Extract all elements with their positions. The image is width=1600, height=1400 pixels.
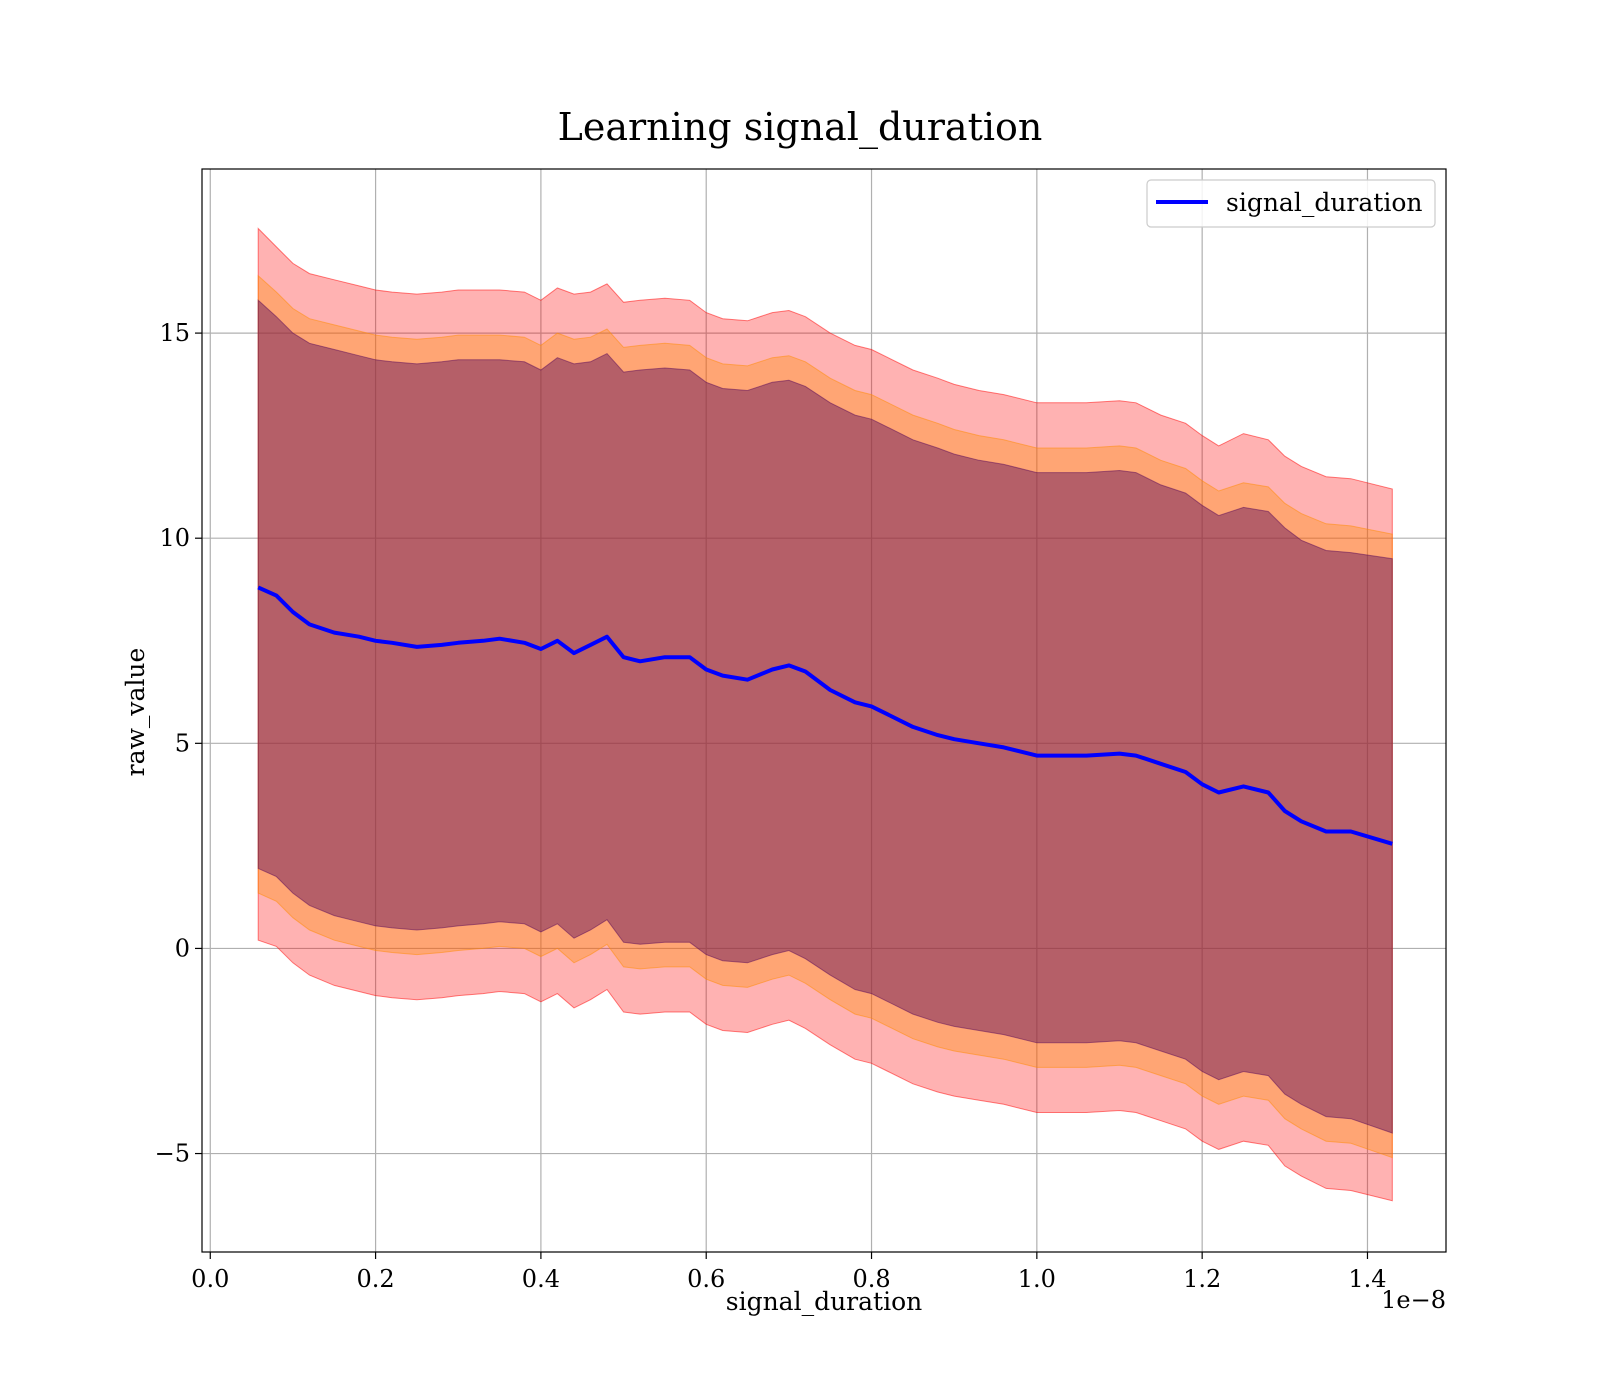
y-tick-label: 10 bbox=[159, 524, 190, 552]
band-inner bbox=[257, 299, 1393, 1134]
axes-frame bbox=[201, 168, 1447, 1253]
x-tick-label: 0.8 bbox=[852, 1265, 890, 1293]
legend-label-signal-duration: signal_duration bbox=[1226, 188, 1422, 217]
series-line-signal-duration bbox=[257, 585, 1393, 846]
x-tick-label: 0.6 bbox=[687, 1265, 725, 1293]
y-tick-label: 0 bbox=[175, 934, 190, 962]
grid-lines bbox=[202, 169, 1446, 1252]
x-tick-label: 1.0 bbox=[1018, 1265, 1056, 1293]
y-tick-label: −5 bbox=[155, 1140, 190, 1168]
legend-box bbox=[1146, 179, 1436, 228]
band-middle bbox=[257, 274, 1393, 1159]
legend: signal_duration bbox=[1146, 179, 1436, 228]
x-axis-label: signal_duration bbox=[726, 1287, 922, 1316]
x-tick-label: 0.0 bbox=[191, 1265, 229, 1293]
y-axis-ticks: −5 0 5 10 15 bbox=[155, 319, 202, 1168]
plot-area bbox=[201, 168, 1447, 1253]
y-axis-label: raw_value bbox=[121, 648, 150, 777]
x-tick-label: 0.4 bbox=[522, 1265, 560, 1293]
chart-title: Learning signal_duration bbox=[558, 105, 1043, 150]
x-tick-label: 1.4 bbox=[1348, 1265, 1386, 1293]
x-tick-label: 1.2 bbox=[1183, 1265, 1221, 1293]
series-lines bbox=[257, 585, 1393, 846]
y-tick-label: 15 bbox=[159, 319, 190, 347]
x-axis-ticks: 0.0 0.2 0.4 0.6 0.8 1.0 1.2 1.4 bbox=[191, 1252, 1387, 1293]
x-axis-offset-label: 1e−8 bbox=[1381, 1286, 1446, 1314]
y-tick-label: 5 bbox=[175, 729, 190, 757]
confidence-bands bbox=[257, 227, 1393, 1202]
x-tick-label: 0.2 bbox=[356, 1265, 394, 1293]
